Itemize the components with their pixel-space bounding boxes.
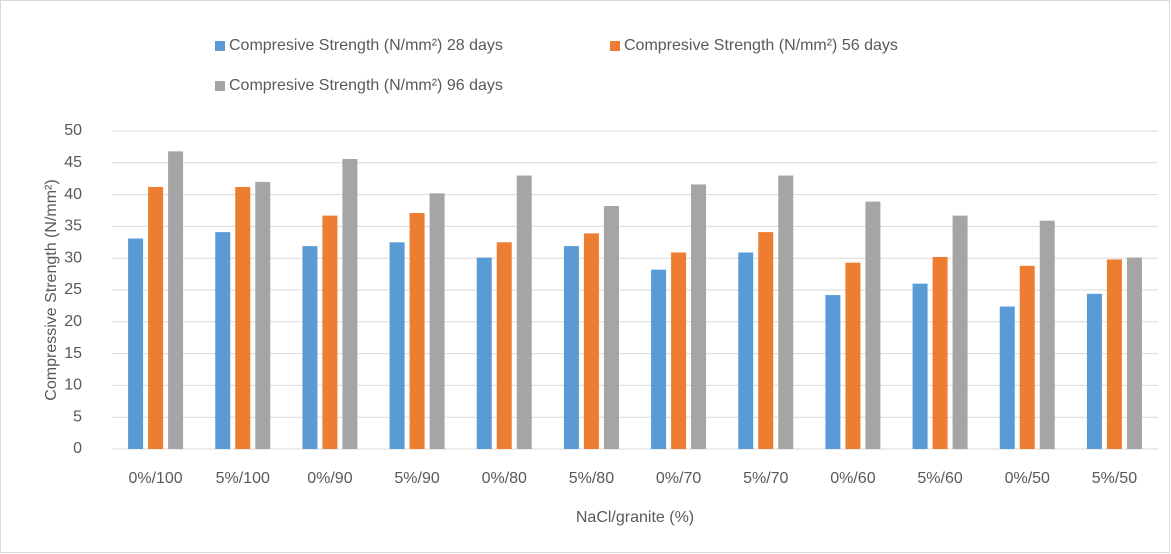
bar <box>865 201 881 449</box>
x-tick-label: 0%/90 <box>307 470 352 487</box>
bar <box>235 186 251 449</box>
x-tick-label: 0%/60 <box>830 470 875 487</box>
bar <box>1106 259 1122 449</box>
bar <box>738 252 754 449</box>
y-tick-label: 15 <box>64 345 82 362</box>
x-tick-label: 0%/100 <box>128 470 182 487</box>
bar <box>476 257 492 449</box>
bar <box>912 283 928 449</box>
y-tick-label: 50 <box>64 122 82 139</box>
y-tick-label: 25 <box>64 281 82 298</box>
bar <box>322 215 338 449</box>
x-tick-label: 5%/80 <box>569 470 614 487</box>
bar <box>671 252 687 449</box>
legend-swatch <box>215 41 225 51</box>
bar <box>691 184 707 449</box>
y-tick-label: 35 <box>64 218 82 235</box>
y-tick-label: 40 <box>64 186 82 203</box>
bar <box>1039 220 1055 449</box>
x-tick-label: 5%/100 <box>216 470 270 487</box>
y-tick-label: 30 <box>64 249 82 266</box>
y-tick-label: 0 <box>73 440 82 457</box>
legend-label: Compresive Strength (N/mm²) 56 days <box>624 37 898 54</box>
legend-swatch <box>610 41 620 51</box>
bar <box>563 246 579 449</box>
y-axis-title: Compressive Strength (N/mm²) <box>43 179 60 400</box>
x-tick-label: 0%/50 <box>1005 470 1050 487</box>
bar <box>302 246 318 449</box>
bar <box>651 269 667 449</box>
y-tick-label: 20 <box>64 313 82 330</box>
bar <box>429 193 445 449</box>
bar <box>825 295 841 449</box>
x-tick-label: 0%/70 <box>656 470 701 487</box>
bar <box>409 213 425 449</box>
y-tick-label: 10 <box>64 377 82 394</box>
bar <box>999 306 1015 449</box>
x-tick-label: 5%/60 <box>917 470 962 487</box>
bar <box>168 151 184 450</box>
legend-swatch <box>215 81 225 91</box>
bar <box>1019 265 1035 449</box>
bar <box>128 238 144 449</box>
bar <box>845 262 861 449</box>
legend-label: Compresive Strength (N/mm²) 96 days <box>229 77 503 94</box>
x-tick-label: 5%/90 <box>394 470 439 487</box>
bar <box>603 206 619 449</box>
legend-label: Compresive Strength (N/mm²) 28 days <box>229 37 503 54</box>
bar <box>932 256 948 449</box>
x-axis-title: NaCl/granite (%) <box>576 509 694 526</box>
bar <box>778 175 794 449</box>
bar <box>215 232 231 449</box>
bar <box>758 232 774 449</box>
bar <box>389 242 405 449</box>
y-tick-label: 5 <box>73 408 82 425</box>
y-tick-label: 45 <box>64 154 82 171</box>
bar <box>148 186 164 449</box>
bar <box>516 175 532 449</box>
bar <box>952 215 968 449</box>
bar <box>342 158 358 449</box>
bar <box>583 233 599 449</box>
bar <box>496 242 512 449</box>
x-tick-label: 5%/50 <box>1092 470 1137 487</box>
bar <box>1086 293 1102 449</box>
bar <box>1126 257 1142 449</box>
x-tick-label: 5%/70 <box>743 470 788 487</box>
bar <box>255 181 271 449</box>
x-tick-label: 0%/80 <box>482 470 527 487</box>
